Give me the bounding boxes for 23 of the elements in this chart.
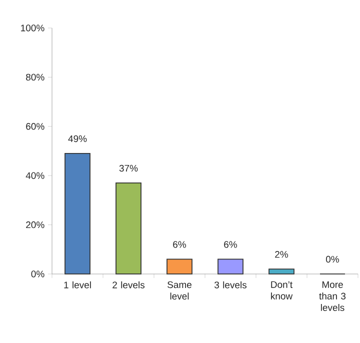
data-label: 6% — [224, 241, 238, 248]
x-tick-label: Same level — [168, 281, 192, 300]
data-label: 0% — [326, 256, 340, 263]
y-tick-label: 100% — [21, 24, 44, 32]
bar — [116, 182, 142, 274]
bar — [268, 268, 294, 274]
y-tick-label: 20% — [26, 221, 44, 228]
x-tick-label: More than 3 levels — [319, 281, 346, 311]
data-label: 6% — [173, 241, 186, 248]
x-tick-label: 1 level — [64, 281, 91, 288]
x-tick-label: 3 levels — [214, 281, 247, 288]
bar — [218, 258, 244, 274]
data-label: 49% — [68, 135, 87, 142]
bar — [64, 153, 90, 274]
y-tick-label: 80% — [26, 74, 44, 81]
y-tick-label: 0% — [31, 270, 44, 278]
data-label: 2% — [275, 251, 288, 258]
x-tick-label: 2 levels — [112, 281, 145, 288]
x-tick-label: Don’t know — [271, 281, 293, 300]
data-label: 37% — [119, 164, 138, 172]
y-tick-label: 60% — [26, 123, 44, 130]
bar — [166, 258, 192, 274]
y-tick-label: 40% — [26, 172, 44, 179]
